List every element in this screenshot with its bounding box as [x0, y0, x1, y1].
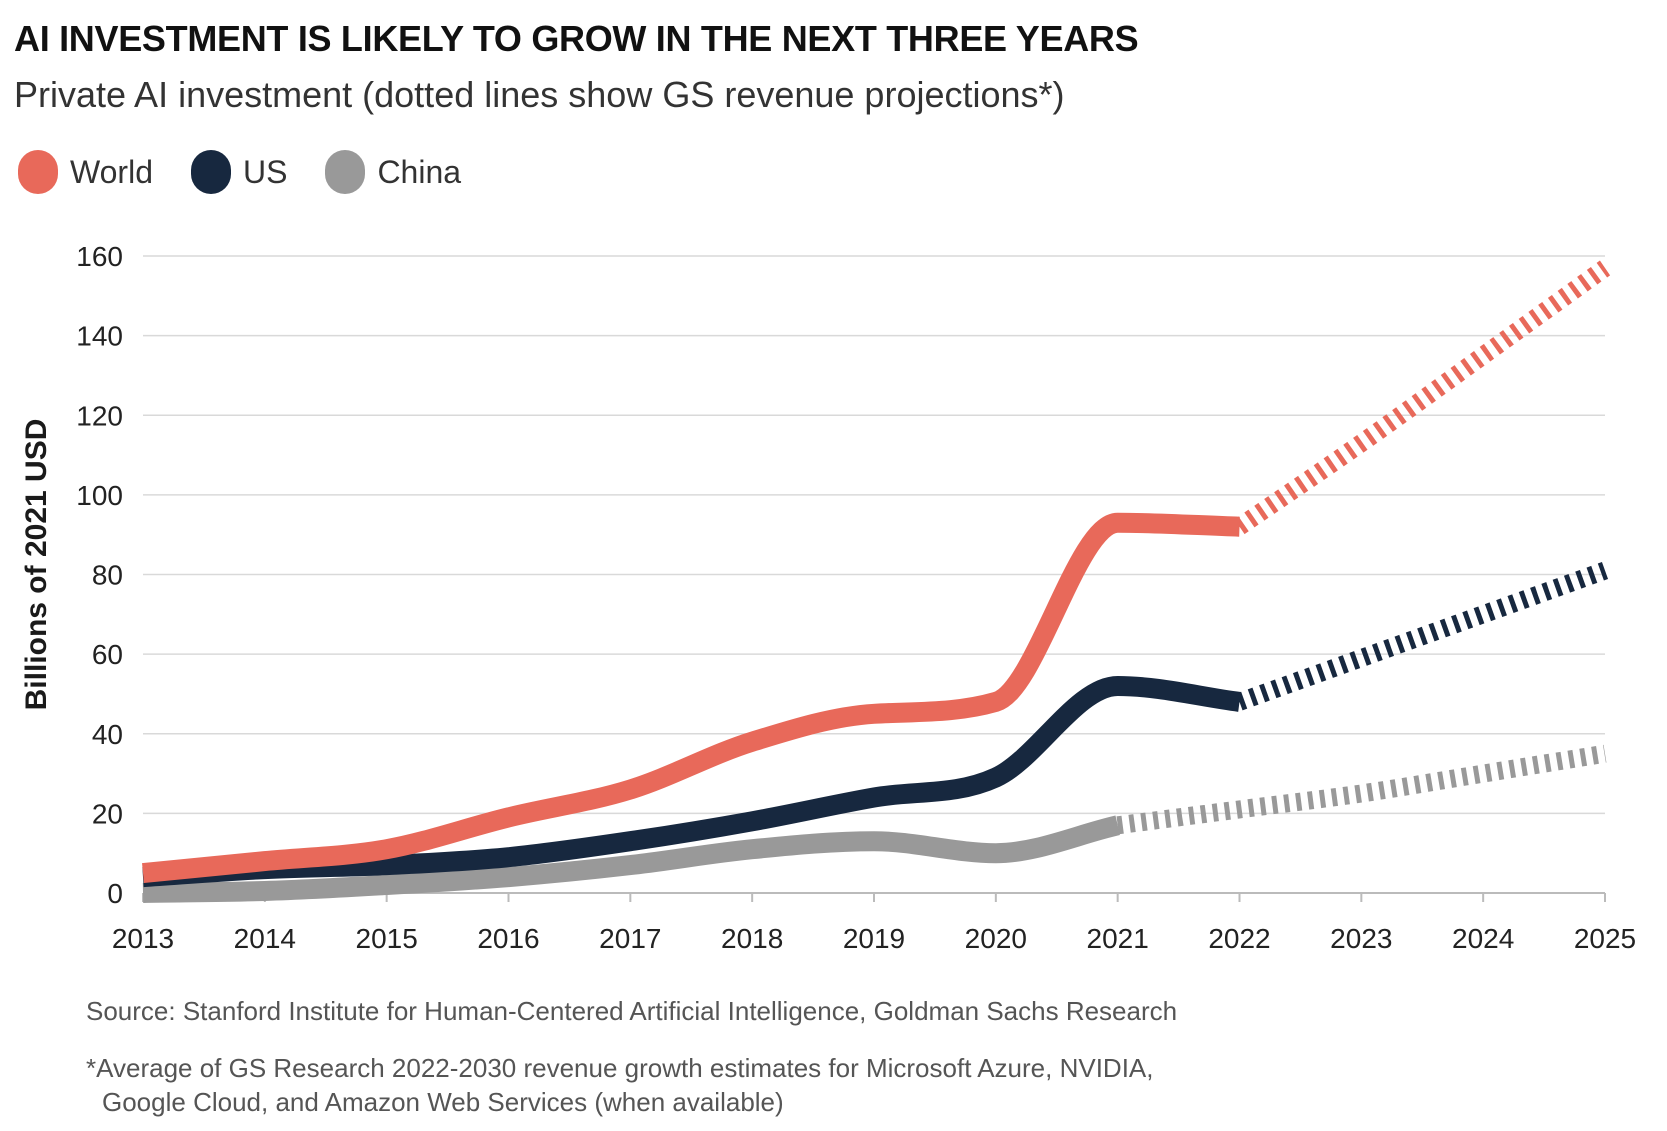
- x-tick-label: 2022: [1208, 923, 1270, 954]
- y-tick-label: 160: [76, 241, 123, 272]
- legend-item-world: World: [18, 150, 153, 194]
- y-tick-label: 80: [92, 560, 123, 591]
- footnote-line-2: Google Cloud, and Amazon Web Services (w…: [102, 1087, 784, 1117]
- legend-swatch-us: [190, 150, 231, 194]
- y-tick-label: 140: [76, 321, 123, 352]
- x-tick-label: 2013: [112, 923, 174, 954]
- y-tick-label: 120: [76, 400, 123, 431]
- legend-label-world: World: [70, 153, 153, 190]
- footnote-line-1: *Average of GS Research 2022-2030 revenu…: [86, 1053, 1154, 1083]
- y-tick-label: 40: [92, 719, 123, 750]
- series-world-projection: [1234, 260, 1611, 535]
- footnote: *Average of GS Research 2022-2030 revenu…: [86, 1051, 1154, 1119]
- series-us-line: [142, 676, 1241, 888]
- legend-swatch-world: [18, 150, 58, 194]
- legend: World US China: [18, 150, 499, 194]
- y-tick-label: 100: [76, 480, 123, 511]
- legend-item-us: US: [190, 150, 288, 194]
- series-china-projection: [1116, 744, 1607, 835]
- x-tick-label: 2016: [477, 923, 539, 954]
- x-tick-label: 2014: [234, 923, 296, 954]
- x-tick-label: 2025: [1574, 923, 1636, 954]
- y-tick-label: 0: [107, 878, 123, 909]
- x-tick-label: 2024: [1452, 923, 1514, 954]
- x-tick-label: 2021: [1087, 923, 1149, 954]
- source-note: Source: Stanford Institute for Human-Cen…: [86, 996, 1178, 1026]
- legend-label-us: US: [242, 153, 288, 190]
- x-tick-label: 2019: [843, 923, 905, 954]
- series-china-line: [142, 815, 1120, 903]
- x-tick-label: 2018: [721, 923, 783, 954]
- chart-subtitle: Private AI investment (dotted lines show…: [14, 74, 1065, 115]
- legend-label-china: China: [377, 153, 462, 190]
- chart-title: AI INVESTMENT IS LIKELY TO GROW IN THE N…: [14, 18, 1139, 59]
- x-tick-label: 2020: [965, 923, 1027, 954]
- x-tick-label: 2023: [1330, 923, 1392, 954]
- x-tick-label: 2015: [356, 923, 418, 954]
- series-world-line: [142, 512, 1240, 884]
- y-tick-label: 60: [92, 639, 123, 670]
- y-axis-label: Billions of 2021 USD: [20, 419, 53, 711]
- x-tick-label: 2017: [599, 923, 661, 954]
- y-tick-label: 20: [92, 798, 123, 829]
- legend-swatch-china: [325, 150, 366, 194]
- series-us-projection: [1236, 562, 1609, 711]
- legend-item-china: China: [325, 150, 461, 194]
